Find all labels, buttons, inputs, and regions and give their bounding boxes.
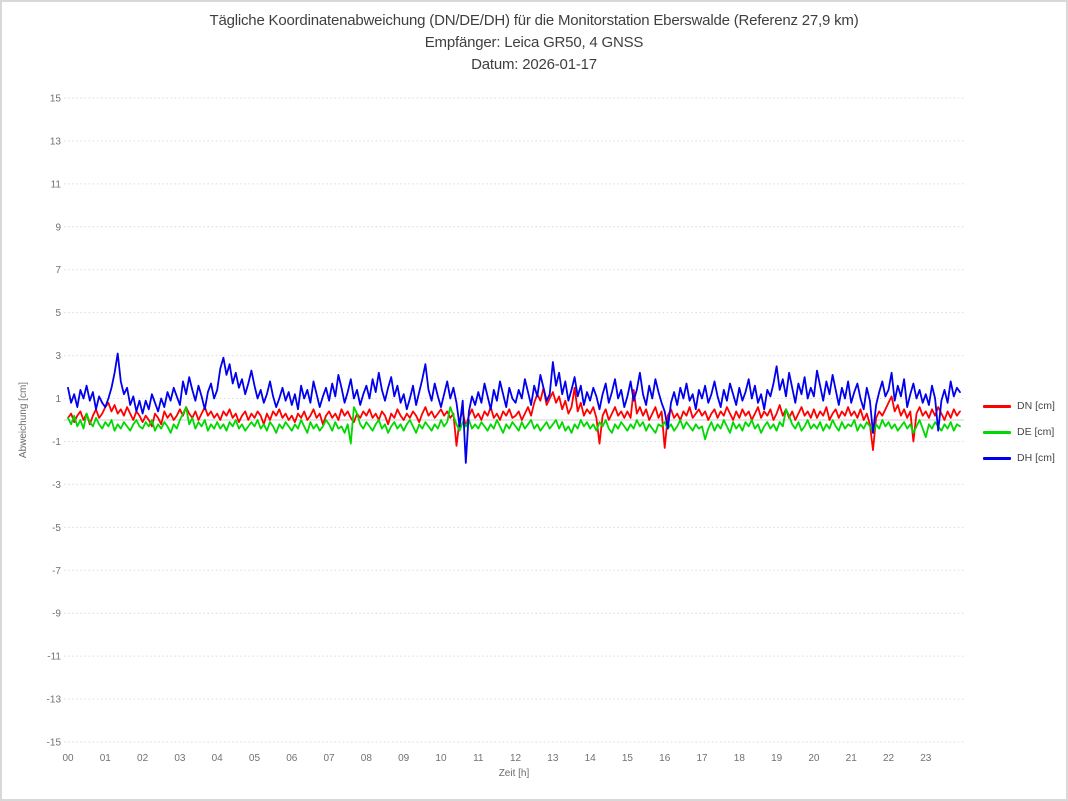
x-tick-label: 16 [659, 753, 671, 764]
series-line-dn [67, 386, 961, 452]
y-tick-label: -1 [52, 437, 61, 448]
x-tick-label: 00 [62, 753, 74, 764]
y-tick-label: -13 [47, 695, 62, 706]
title-block: Tägliche Koordinatenabweichung (DN/DE/DH… [2, 10, 1066, 76]
chart-subtitle-date: Datum: 2026-01-17 [471, 56, 597, 73]
y-tick-label: -5 [52, 523, 61, 534]
x-tick-label: 09 [398, 753, 410, 764]
y-tick-label: 3 [55, 351, 61, 362]
x-tick-label: 07 [324, 753, 336, 764]
legend-item-de: DE [cm] [983, 426, 1055, 438]
legend-item-dn: DN [cm] [983, 400, 1055, 412]
legend-label-dn: DN [cm] [1017, 400, 1055, 412]
x-tick-label: 22 [883, 753, 895, 764]
y-tick-label: 5 [55, 308, 61, 319]
y-tick-label: -11 [47, 652, 61, 663]
x-tick-label: 19 [771, 753, 783, 764]
y-axis-title: Abweichung [cm] [18, 382, 29, 458]
series-line-de [67, 406, 961, 445]
de-line-swatch [983, 430, 1011, 434]
dn-line-swatch [983, 404, 1011, 408]
x-tick-label: 06 [286, 753, 298, 764]
x-tick-label: 10 [435, 753, 447, 764]
y-tick-label: -15 [47, 738, 62, 749]
x-tick-label: 01 [100, 753, 112, 764]
x-tick-label: 17 [696, 753, 708, 764]
chart-title: Tägliche Koordinatenabweichung (DN/DE/DH… [209, 12, 859, 29]
y-tick-label: 11 [51, 179, 62, 190]
y-tick-label: -7 [52, 566, 61, 577]
legend-label-dh: DH [cm] [1017, 452, 1055, 464]
y-tick-label: -3 [52, 480, 61, 491]
x-tick-label: 15 [622, 753, 634, 764]
x-tick-label: 18 [734, 753, 746, 764]
series-line-dh [67, 352, 961, 464]
y-tick-label: 1 [55, 394, 61, 405]
x-tick-label: 08 [361, 753, 373, 764]
legend: DN [cm] DE [cm] DH [cm] [983, 400, 1055, 478]
x-tick-label: 11 [473, 753, 484, 764]
x-tick-label: 23 [920, 753, 932, 764]
x-tick-label: 04 [212, 753, 224, 764]
legend-label-de: DE [cm] [1017, 426, 1055, 438]
x-tick-label: 20 [808, 753, 820, 764]
x-tick-label: 12 [510, 753, 522, 764]
x-tick-label: 02 [137, 753, 149, 764]
chart-subtitle-receiver: Empfänger: Leica GR50, 4 GNSS [424, 34, 644, 51]
dh-line-swatch [983, 456, 1011, 460]
y-tick-label: 9 [55, 222, 61, 233]
x-tick-label: 03 [174, 753, 186, 764]
x-tick-label: 21 [846, 753, 858, 764]
x-tick-label: 05 [249, 753, 261, 764]
x-axis-title: Zeit [h] [499, 768, 530, 779]
x-tick-label: 14 [585, 753, 597, 764]
y-tick-label: -9 [52, 609, 61, 620]
x-tick-label: 13 [547, 753, 559, 764]
legend-item-dh: DH [cm] [983, 452, 1055, 464]
y-tick-label: 15 [50, 94, 62, 105]
y-tick-label: 13 [50, 136, 62, 147]
y-tick-label: 7 [55, 265, 61, 276]
